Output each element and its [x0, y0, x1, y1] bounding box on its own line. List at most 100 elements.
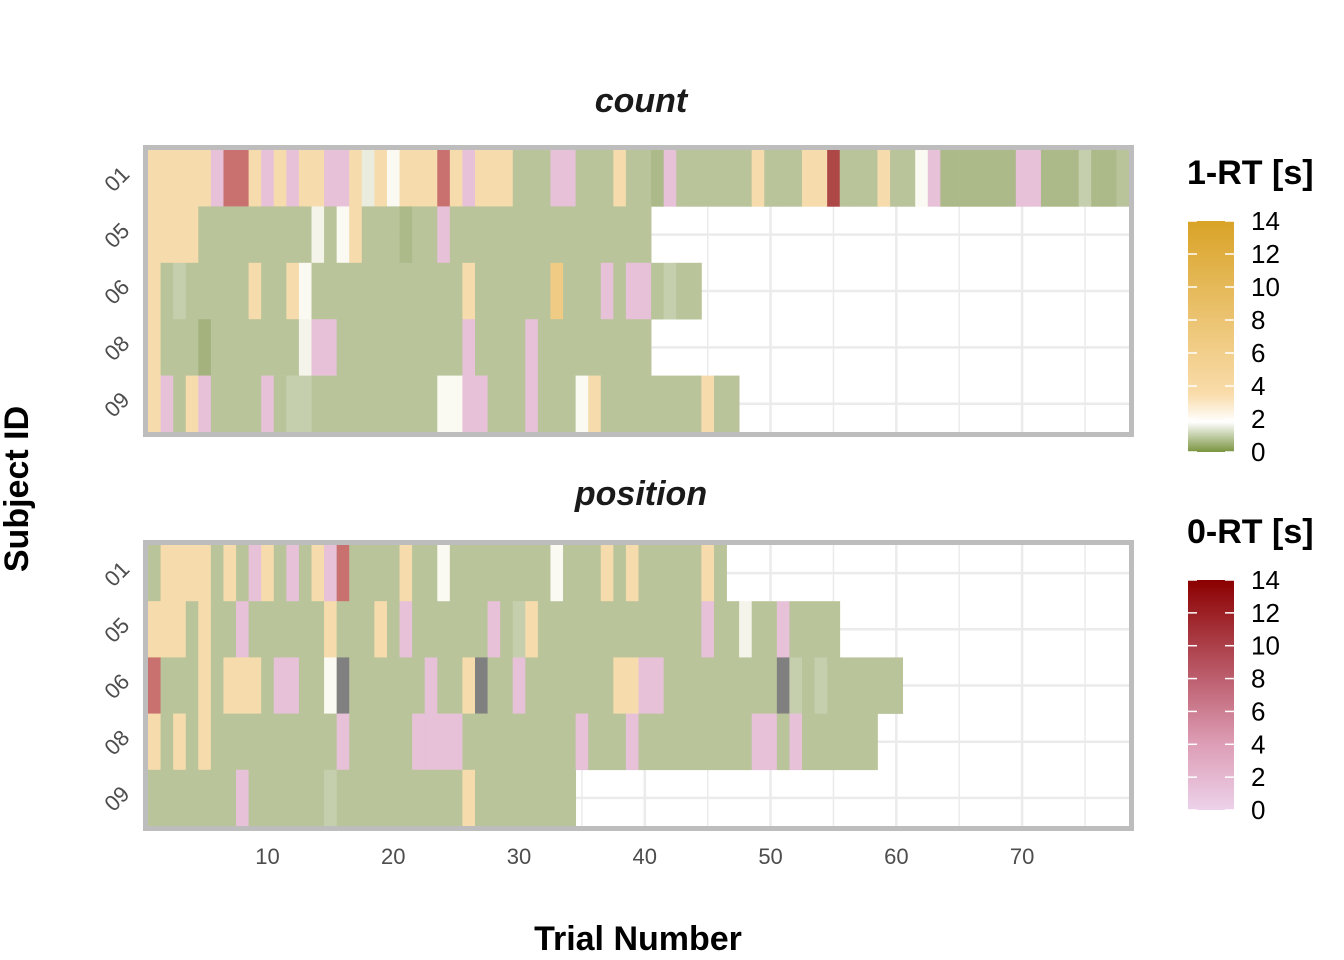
heatmap-cell: [399, 657, 413, 714]
heatmap-cell: [449, 319, 463, 376]
heatmap-cell: [839, 150, 853, 207]
heatmap-cell: [185, 545, 199, 602]
heatmap-cell: [437, 375, 451, 433]
heatmap-cell: [273, 769, 287, 827]
heatmap-cell: [550, 601, 564, 658]
heatmap-cell: [298, 545, 312, 602]
heatmap-cell: [336, 150, 350, 207]
heatmap-cell: [713, 713, 727, 771]
heatmap-cell: [324, 319, 338, 376]
heatmap-cell: [537, 713, 551, 771]
heatmap-cell: [160, 262, 174, 320]
heatmap-cell: [236, 262, 250, 320]
heatmap-cell: [286, 262, 300, 320]
heatmap-cell: [764, 713, 778, 771]
heatmap-cell: [839, 657, 853, 714]
heatmap-cell: [349, 375, 363, 433]
heatmap-cell: [563, 657, 577, 714]
heatmap-cell: [286, 545, 300, 602]
heatmap-cell: [676, 150, 690, 207]
x-tick-label: 30: [507, 844, 531, 869]
heatmap-cell: [475, 375, 488, 433]
y-tick-label: 06: [99, 669, 134, 704]
legend-tick-label: 0: [1251, 437, 1265, 467]
heatmap-cell: [563, 545, 577, 602]
heatmap-cell: [223, 601, 237, 658]
heatmap-cell: [361, 150, 375, 207]
heatmap-cell: [500, 150, 514, 207]
heatmap-cell: [613, 262, 627, 320]
heatmap-cell: [449, 713, 463, 771]
heatmap-cell: [1091, 150, 1105, 207]
legend-tick-label: 2: [1251, 404, 1265, 434]
heatmap-cell: [563, 769, 577, 827]
heatmap-cell: [412, 375, 426, 433]
heatmap-cell: [726, 375, 740, 433]
heatmap-cell: [185, 769, 199, 827]
heatmap-cell: [185, 375, 199, 433]
heatmap-cell: [185, 150, 199, 207]
heatmap-cell: [399, 545, 413, 602]
heatmap-cell: [324, 657, 338, 714]
heatmap-cell: [613, 375, 627, 433]
heatmap-cell: [374, 545, 388, 602]
heatmap-cell: [651, 713, 665, 771]
heatmap-cell: [1066, 150, 1080, 207]
heatmap-cell: [198, 375, 212, 433]
heatmap-cell: [210, 319, 224, 376]
heatmap-cell: [361, 206, 375, 264]
heatmap-cell: [160, 657, 174, 714]
heatmap-cell: [814, 150, 828, 207]
heatmap-cell: [361, 657, 375, 714]
heatmap-cell: [462, 545, 476, 602]
heatmap-cell: [399, 769, 413, 827]
heatmap-cell: [361, 545, 375, 602]
heatmap-cell: [185, 601, 199, 658]
heatmap-cell: [210, 206, 224, 264]
heatmap-cell: [663, 601, 677, 658]
heatmap-cell: [399, 206, 413, 264]
heatmap-cell: [688, 601, 702, 658]
heatmap-cell: [525, 319, 539, 376]
heatmap-cell: [475, 657, 488, 714]
heatmap-cell: [512, 769, 526, 827]
heatmap-cell: [475, 769, 488, 827]
heatmap-cell: [160, 319, 174, 376]
heatmap-cell: [160, 206, 174, 264]
heatmap-cell: [864, 657, 878, 714]
heatmap-cell: [336, 319, 350, 376]
heatmap-cell: [361, 769, 375, 827]
heatmap-cell: [512, 713, 526, 771]
heatmap-cell: [386, 150, 400, 207]
heatmap-cell: [512, 375, 526, 433]
heatmap-cell: [839, 713, 853, 771]
heatmap-cell: [625, 657, 639, 714]
heatmap-cell: [336, 713, 350, 771]
heatmap-cell: [173, 601, 187, 658]
heatmap-cell: [349, 206, 363, 264]
heatmap-cell: [148, 262, 161, 320]
heatmap-cell: [198, 713, 212, 771]
heatmap-cell: [525, 545, 539, 602]
heatmap-cell: [248, 206, 262, 264]
heatmap-cell: [399, 601, 413, 658]
heatmap-cell: [525, 769, 539, 827]
heatmap-cell: [386, 375, 400, 433]
heatmap-cell: [462, 601, 476, 658]
heatmap-cell: [449, 375, 463, 433]
heatmap-cell: [286, 713, 300, 771]
heatmap-cell: [374, 713, 388, 771]
legend-tick-label: 10: [1251, 272, 1280, 302]
heatmap-cell: [676, 657, 690, 714]
heatmap-cell: [550, 206, 564, 264]
heatmap-cell: [236, 545, 250, 602]
heatmap-cell: [198, 601, 212, 658]
heatmap-cell: [575, 375, 589, 433]
heatmap-cell: [1078, 150, 1092, 207]
heatmap-cell: [713, 150, 727, 207]
heatmap-cell: [688, 262, 702, 320]
heatmap-cell: [600, 262, 614, 320]
heatmap-cell: [651, 262, 665, 320]
